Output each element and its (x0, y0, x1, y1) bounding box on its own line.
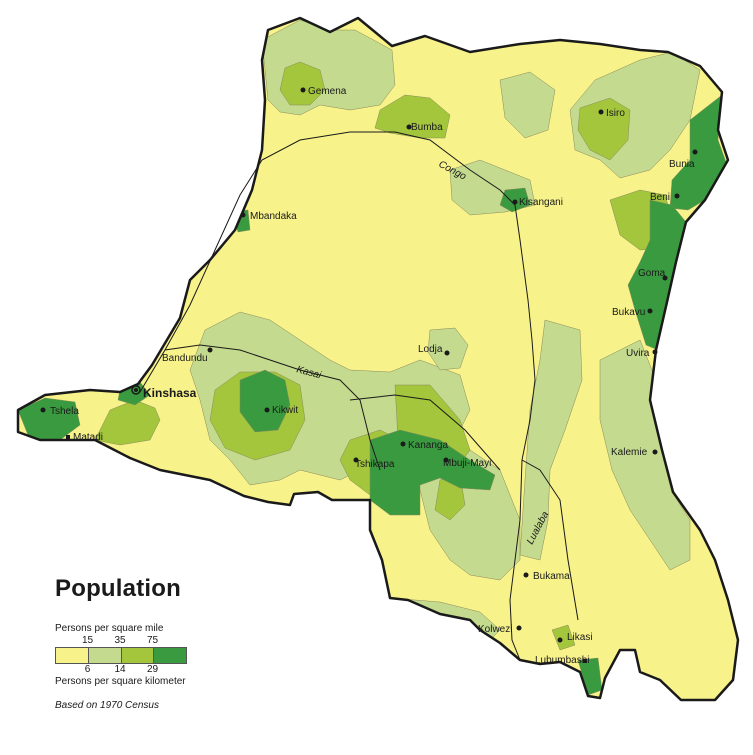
city-label-gemena: Gemena (308, 86, 347, 97)
city-dot (647, 308, 653, 314)
legend-mile-label: Persons per square mile (55, 623, 164, 634)
city-dot (652, 449, 658, 455)
legend-mile-ticks: 15 35 75 (55, 635, 275, 647)
legend-km-label: Persons per square kilometer (55, 676, 186, 687)
city-dot (523, 572, 529, 578)
density-zone (239, 369, 291, 433)
swatch-density-0 (56, 648, 89, 663)
city-square (66, 435, 70, 439)
km-tick: 29 (146, 664, 159, 675)
city-dot (264, 407, 270, 413)
density-zone (499, 71, 556, 139)
city-dot (516, 625, 522, 631)
city-label-isiro: Isiro (606, 108, 625, 119)
city-label-lubumbashi: Lubumbashi (535, 655, 589, 666)
city-dot (598, 109, 604, 115)
city-label-mbandaka: Mbandaka (250, 211, 297, 222)
country-border (16, 16, 740, 702)
capital-dot (134, 388, 138, 392)
city-label-bukavu: Bukavu (612, 307, 645, 318)
city-dot (512, 199, 518, 205)
lualaba-river (521, 459, 579, 621)
mile-tick: 75 (146, 635, 159, 646)
city-dot (40, 407, 46, 413)
river-network (139, 131, 579, 661)
city-label-kikwit: Kikwit (272, 405, 298, 416)
city-dot (444, 350, 450, 356)
city-label-bunia: Bunia (669, 159, 695, 170)
city-dot (406, 124, 412, 130)
city-label-goma: Goma (638, 268, 666, 279)
legend-title: Population (55, 575, 181, 602)
capital-marker (131, 385, 141, 395)
city-label-uvira: Uvira (626, 348, 650, 359)
city-label-kinshasa: Kinshasa (143, 386, 197, 400)
swatch-density-2 (121, 648, 155, 663)
city-label-beni: Beni (650, 192, 670, 203)
city-dot (662, 275, 668, 281)
city-label-kisangani: Kisangani (519, 197, 563, 208)
city-label-bandundu: Bandundu (162, 353, 208, 364)
density-zone (627, 199, 687, 351)
city-dot (240, 212, 246, 218)
density-zone (94, 399, 161, 446)
city-dot (692, 149, 698, 155)
city-dot (557, 637, 563, 643)
km-tick: 14 (114, 664, 126, 675)
legend-source-note: Based on 1970 Census (55, 700, 159, 711)
density-zone (427, 327, 469, 371)
km-tick: 6 (84, 664, 91, 675)
density-zone (369, 429, 496, 516)
city-dot (652, 349, 658, 355)
city-dot (674, 193, 680, 199)
city-dot (443, 457, 449, 463)
city-dot (400, 441, 406, 447)
city-label-bukama: Bukama (533, 571, 570, 582)
density-zone (279, 61, 326, 106)
mile-tick: 35 (114, 635, 126, 646)
city-label-kalemie: Kalemie (611, 447, 648, 458)
city-dot (207, 347, 213, 353)
legend-swatches (55, 647, 187, 664)
country-base (18, 18, 738, 700)
city-markers: Gemena Bumba Isiro Bunia Kisangani Beni … (40, 86, 698, 666)
city-square (583, 659, 587, 663)
congo-river (139, 344, 381, 471)
country-shape (16, 16, 740, 702)
city-label-kolwezi: Kolwezi (478, 624, 512, 635)
density-zone (519, 319, 583, 561)
city-label-kananga: Kananga (408, 440, 448, 451)
density-zone (577, 97, 631, 161)
map-legend: Population Persons per square mile 15 35… (55, 575, 275, 711)
city-label-bumba: Bumba (411, 122, 443, 133)
city-dot (300, 87, 306, 93)
city-label-tshela: Tshela (50, 406, 79, 417)
city-label-mbuji-mayi: Mbuji-Mayi (443, 458, 491, 469)
congo-main-river (164, 131, 536, 661)
mile-tick: 15 (81, 635, 94, 646)
legend-km-ticks: 6 14 29 (55, 664, 275, 676)
city-dot (353, 457, 359, 463)
density-zone (551, 624, 576, 651)
city-label-matadi: Matadi (73, 432, 103, 443)
density-zone (374, 94, 451, 139)
swatch-density-3 (154, 648, 186, 663)
city-label-lodja: Lodja (418, 344, 443, 355)
tributary (349, 394, 501, 471)
city-label-likasi: Likasi (567, 632, 593, 643)
city-label-tshikapa: Tshikapa (355, 459, 395, 470)
swatch-density-1 (88, 648, 122, 663)
